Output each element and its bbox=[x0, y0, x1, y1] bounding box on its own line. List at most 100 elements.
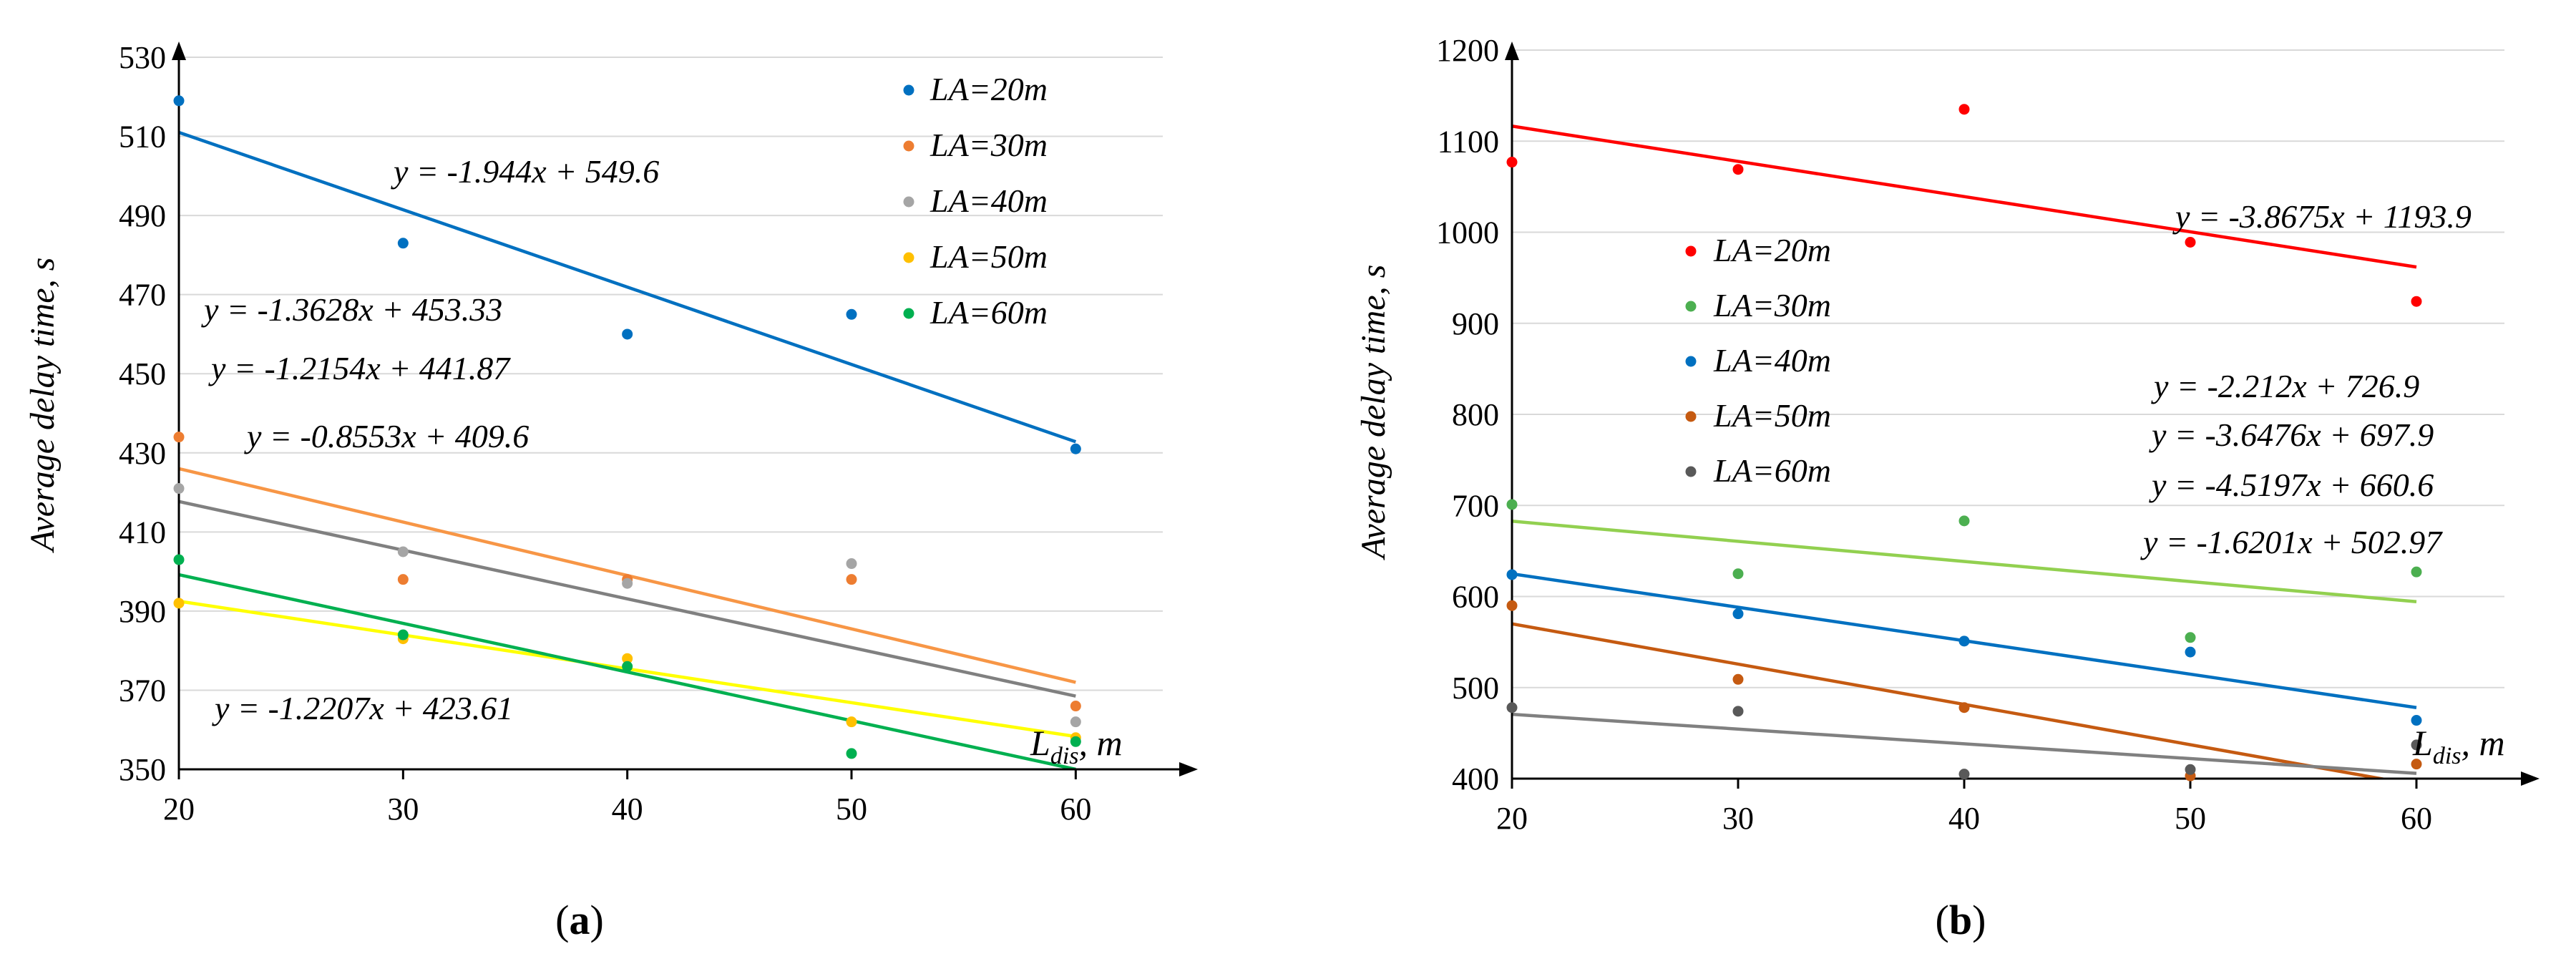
chart-a-y-tick-label: 490 bbox=[119, 198, 166, 233]
data-point bbox=[173, 432, 185, 443]
chart-b-x-tick-label: 20 bbox=[1496, 801, 1528, 836]
data-point bbox=[622, 661, 633, 672]
chart-a-x-axis-label-main: L bbox=[1030, 723, 1050, 763]
chart-b-x-tick-label: 30 bbox=[1722, 801, 1754, 836]
data-point bbox=[2185, 646, 2196, 658]
data-point bbox=[1070, 701, 1081, 712]
chart-a-y-tick-label: 350 bbox=[119, 752, 166, 787]
chart-a-y-axis-label: Average delay time, s bbox=[24, 258, 62, 554]
legend-entry: LA=20m bbox=[930, 71, 1048, 107]
legend-marker bbox=[903, 308, 914, 319]
legend-marker bbox=[903, 252, 914, 263]
data-point bbox=[1732, 706, 1744, 717]
legend-marker bbox=[903, 140, 914, 152]
data-point bbox=[1506, 569, 1518, 580]
trendline-la60m bbox=[1512, 712, 2417, 775]
chart-panel-b: 400 500 600 700 800 900 1000 1100 1200 20 30 40 50 60… bbox=[1355, 33, 2540, 943]
chart-a-x-axis-label: Ldis, m bbox=[1030, 723, 1123, 769]
trend-equation: y = -1.3628x + 453.33 bbox=[201, 291, 502, 328]
chart-a-caption-open: ( bbox=[555, 897, 569, 943]
data-point bbox=[846, 574, 857, 585]
data-point bbox=[2411, 566, 2422, 578]
chart-b-y-tick-label: 500 bbox=[1452, 671, 1499, 706]
chart-b-y-tick-label: 800 bbox=[1452, 397, 1499, 432]
trend-equation: y = -1.2207x + 423.61 bbox=[212, 690, 513, 726]
data-point bbox=[397, 546, 409, 557]
data-point bbox=[2411, 739, 2422, 751]
chart-a-x-axis-label-sub: dis bbox=[1050, 743, 1079, 769]
chart-b-gridlines bbox=[1512, 49, 2504, 688]
legend-entry: LA=50m bbox=[1713, 397, 1831, 434]
chart-a-y-tick-label: 430 bbox=[119, 436, 166, 471]
chart-a-ticks: 350 370 390 410 430 450 470 490 510 530 20 30 40 50 60 bbox=[119, 40, 1091, 827]
chart-b-x-axis-label-unit: , m bbox=[2462, 723, 2505, 763]
chart-b-y-tick-label: 600 bbox=[1452, 580, 1499, 615]
legend-marker bbox=[1685, 466, 1697, 477]
chart-b-x-tick-label: 40 bbox=[1948, 801, 1980, 836]
trend-equation: y = -2.212x + 726.9 bbox=[2151, 368, 2419, 404]
trend-equation: y = -3.8675x + 1193.9 bbox=[2172, 198, 2472, 235]
chart-b-x-tick-label: 60 bbox=[2401, 801, 2432, 836]
trendline-la20m bbox=[179, 130, 1077, 444]
chart-b-x-axis-arrow bbox=[2521, 771, 2540, 786]
data-point bbox=[1958, 104, 1970, 115]
legend-entry: LA=50m bbox=[930, 238, 1048, 275]
data-point bbox=[397, 238, 409, 249]
chart-b-axes bbox=[1505, 42, 2540, 786]
data-point bbox=[1506, 702, 1518, 714]
data-point bbox=[397, 574, 409, 585]
chart-a-y-tick-label: 530 bbox=[119, 40, 166, 75]
data-point bbox=[1732, 164, 1744, 175]
data-point bbox=[1958, 635, 1970, 647]
chart-a-x-tick-label: 20 bbox=[163, 792, 195, 827]
data-point bbox=[2185, 236, 2196, 248]
data-point bbox=[846, 716, 857, 728]
data-point bbox=[173, 95, 185, 107]
chart-a-equations: y = -1.944x + 549.6 y = -1.3628x + 453.33… bbox=[201, 153, 659, 726]
trend-equation: y = -1.2154x + 441.87 bbox=[208, 350, 511, 386]
data-point bbox=[2185, 632, 2196, 643]
legend-entry: LA=20m bbox=[1713, 232, 1831, 268]
chart-b-y-axis-label: Average delay time, s bbox=[1355, 265, 1392, 561]
chart-a-x-axis-arrow bbox=[1179, 762, 1198, 776]
trend-equation: y = -0.8553x + 409.6 bbox=[244, 418, 529, 454]
legend-entry: LA=30m bbox=[930, 127, 1048, 163]
chart-b-x-axis-label: Ldis, m bbox=[2412, 723, 2505, 769]
data-point bbox=[1958, 769, 1970, 780]
chart-b-y-tick-label: 400 bbox=[1452, 761, 1499, 797]
chart-b-y-tick-label: 1100 bbox=[1438, 124, 1499, 159]
chart-a-y-tick-label: 370 bbox=[119, 673, 166, 708]
chart-b-ticks: 400 500 600 700 800 900 1000 1100 1200 20 30 40 50 60 bbox=[1436, 33, 2432, 836]
legend-marker bbox=[1685, 301, 1697, 312]
data-point bbox=[1958, 515, 1970, 527]
chart-b-caption-letter: b bbox=[1949, 897, 1972, 943]
data-point bbox=[2411, 759, 2422, 770]
data-point bbox=[846, 748, 857, 759]
data-point bbox=[1958, 702, 1970, 714]
chart-a-y-tick-label: 410 bbox=[119, 515, 166, 550]
data-point bbox=[622, 653, 633, 664]
chart-b-equations: y = -3.8675x + 1193.9 y = -2.212x + 726.9… bbox=[2140, 198, 2472, 560]
chart-b-y-tick-label: 1000 bbox=[1436, 215, 1499, 250]
legend-marker bbox=[903, 84, 914, 96]
legend-marker bbox=[1685, 245, 1697, 257]
data-point bbox=[1070, 716, 1081, 728]
trendline-la30m bbox=[1512, 520, 2417, 603]
chart-b-points bbox=[1506, 104, 2422, 781]
data-point bbox=[846, 308, 857, 320]
chart-panel-a: 350 370 390 410 430 450 470 490 510 530 20 30 40 50 60… bbox=[24, 40, 1198, 943]
data-point bbox=[173, 483, 185, 495]
data-point bbox=[622, 578, 633, 589]
chart-b-caption-open: ( bbox=[1936, 897, 1949, 943]
chart-a-y-tick-label: 450 bbox=[119, 356, 166, 391]
trendline-la60m bbox=[179, 573, 1076, 769]
legend-entry: LA=40m bbox=[930, 182, 1048, 219]
chart-a-y-axis-arrow bbox=[172, 42, 186, 60]
data-point bbox=[1070, 443, 1081, 454]
chart-a-y-tick-label: 470 bbox=[119, 278, 166, 313]
chart-b-x-axis-label-main: L bbox=[2412, 723, 2433, 763]
legend-entry: LA=40m bbox=[1713, 342, 1831, 379]
data-point bbox=[2411, 715, 2422, 726]
legend-entry: LA=60m bbox=[930, 294, 1048, 331]
chart-a-points bbox=[173, 95, 1081, 759]
